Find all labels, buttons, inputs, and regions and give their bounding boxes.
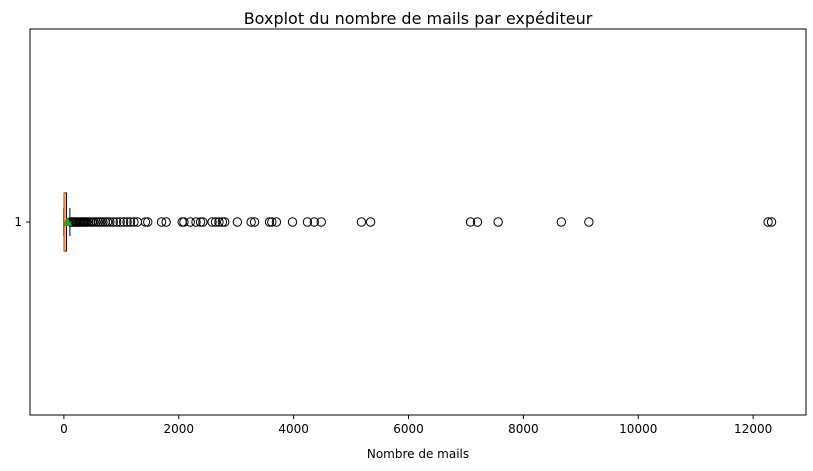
x-axis-label: Nombre de mails [367, 447, 469, 461]
outlier-point [267, 217, 277, 227]
outlier-point [122, 217, 132, 227]
outlier-point [95, 217, 106, 227]
outlier-point [556, 217, 567, 227]
outlier-point [493, 217, 503, 227]
outlier-point [98, 217, 108, 227]
x-tick-label: 4000 [278, 422, 309, 436]
mean-marker [62, 216, 73, 226]
x-tick-label: 10000 [619, 422, 657, 436]
outlier-point [217, 217, 228, 227]
chart-title: Boxplot du nombre de mails par expéditeu… [244, 9, 593, 28]
outlier-point [118, 217, 129, 227]
outlier-point [179, 217, 189, 227]
outlier-point [115, 217, 125, 227]
outlier-point [102, 217, 113, 227]
outlier-point [93, 217, 104, 227]
outlier-point [287, 217, 298, 227]
outlier-point [185, 217, 195, 227]
outlier-point [207, 217, 217, 227]
outlier-point [91, 217, 101, 227]
x-axis: 0 2000 4000 6000 8000 10000 12000 [60, 415, 772, 436]
outlier-point [112, 217, 122, 227]
outlier-point [232, 217, 243, 227]
outlier-point [264, 217, 275, 227]
outlier-point [108, 217, 118, 227]
outlier-point [143, 217, 153, 227]
outlier-point [316, 217, 326, 227]
outlier-point [161, 217, 171, 227]
outlier-point [584, 217, 594, 227]
x-tick-label: 8000 [508, 422, 539, 436]
outlier-point [766, 217, 777, 227]
x-tick-label: 6000 [393, 422, 424, 436]
outlier-point [763, 217, 773, 227]
outlier-point [249, 217, 260, 227]
y-axis: 1 [14, 215, 30, 229]
outlier-point [465, 217, 476, 227]
outlier-point [125, 217, 136, 227]
outlier-point [214, 217, 224, 227]
outlier-point [195, 217, 206, 227]
y-tick-label: 1 [14, 215, 22, 229]
x-tick-label: 2000 [163, 422, 194, 436]
x-tick-label: 12000 [734, 422, 772, 436]
outlier-point [191, 217, 201, 227]
outlier-point [302, 217, 313, 227]
outlier-point [198, 217, 208, 227]
outlier-point [271, 217, 282, 227]
outlier-point [210, 217, 221, 227]
outlier-point [472, 217, 483, 227]
outlier-point [105, 217, 115, 227]
outlier-point [89, 217, 99, 227]
plot-frame [29, 28, 807, 416]
outlier-point [356, 217, 367, 227]
outlier-point [365, 217, 376, 227]
outlier-point [309, 217, 320, 227]
outlier-point [156, 217, 167, 227]
outlier-point [129, 217, 139, 227]
plot-area [62, 192, 777, 252]
outlier-point [220, 217, 230, 227]
outlier-point [140, 217, 151, 227]
x-tick-label: 0 [60, 422, 68, 436]
outlier-point [246, 217, 256, 227]
